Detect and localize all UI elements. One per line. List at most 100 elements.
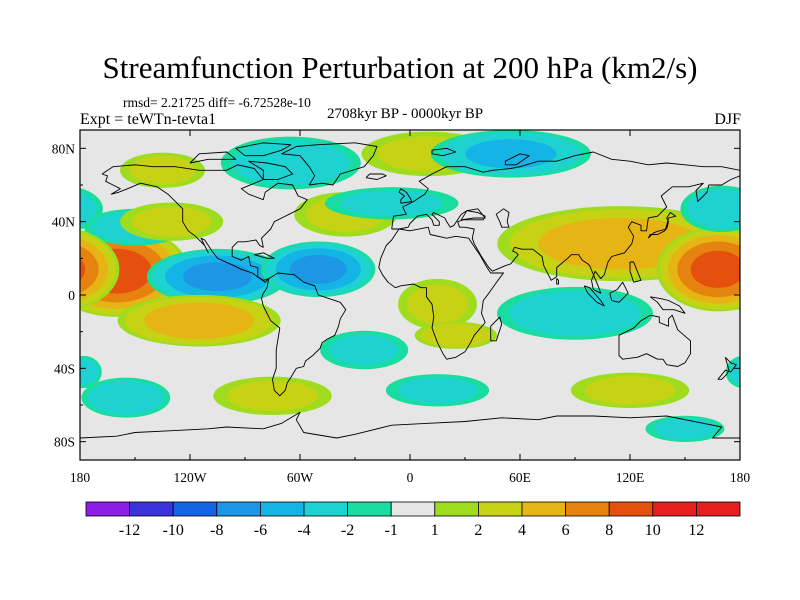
contour-band: [690, 250, 740, 288]
contour-band: [509, 290, 641, 336]
experiment-label: Expt = teWTn-tevta1: [80, 111, 217, 128]
coastline-path: [254, 252, 275, 259]
coastlines: [80, 142, 740, 439]
colorbar-label: -2: [341, 522, 354, 539]
colorbar-label: 1: [431, 522, 439, 539]
coastline-path: [248, 160, 294, 180]
anomaly-negative: [385, 374, 490, 407]
anomaly-negative: [80, 355, 740, 389]
coastline-path: [235, 142, 292, 157]
chart-title: Streamfunction Perturbation at 200 hPa (…: [102, 50, 698, 85]
coastline-path: [647, 212, 677, 239]
contour-band: [87, 380, 164, 415]
y-tick-label: 0: [68, 288, 75, 303]
contour-field: [80, 130, 740, 442]
coastline-path: [460, 208, 486, 221]
colorbar-swatch: [129, 501, 174, 517]
anomaly-positive: [398, 278, 477, 330]
anomaly-positive: [80, 227, 740, 312]
anomaly-negative: [496, 286, 654, 340]
coastline-path: [717, 356, 737, 380]
coastline-path: [378, 226, 504, 360]
coastline-path: [583, 285, 605, 307]
coastline-path: [398, 188, 413, 204]
anomaly-negative: [220, 136, 361, 190]
colorbar-swatch: [85, 501, 130, 517]
colorbar-label: 10: [645, 522, 661, 539]
colorbar-label: -10: [163, 522, 184, 539]
anomaly-positive: [120, 152, 205, 189]
anomaly-negative: [324, 187, 459, 220]
colorbar-label: -12: [119, 522, 140, 539]
season-label: DJF: [714, 111, 741, 128]
coastline-path: [391, 151, 740, 294]
y-tick-label: 40N: [52, 215, 76, 230]
contour-band: [340, 190, 443, 217]
coastline-path: [281, 142, 378, 186]
colorbar-swatch: [608, 501, 654, 517]
anomaly-positive: [570, 372, 690, 409]
contour-band: [129, 156, 196, 185]
contour-band: [80, 258, 86, 281]
contour-band: [227, 380, 318, 412]
x-axis-ticks: 180 120W 60W 0 60E 120E 180: [70, 130, 751, 485]
coastline-path: [556, 278, 559, 285]
colorbar-swatch: [259, 501, 305, 517]
period-label: 2708kyr BP - 0000kyr BP: [326, 106, 484, 122]
contour-band: [231, 140, 350, 186]
colorbar-swatch: [434, 501, 479, 517]
coastline-path: [101, 164, 308, 283]
anomaly-positive: [117, 294, 281, 347]
x-tick-label: 60E: [509, 470, 531, 485]
coastline-path: [618, 314, 691, 367]
y-axis-ticks: 80N 40N 0 40S 80S: [52, 141, 740, 450]
coastline-path: [431, 147, 457, 157]
contour-band: [654, 418, 716, 440]
x-tick-label: 60W: [287, 470, 314, 485]
contour-band: [131, 206, 212, 237]
contour-band: [80, 245, 99, 293]
colorbar-swatch: [652, 501, 697, 517]
colorbar-swatch: [303, 501, 348, 517]
colorbar: -12 -10 -8 -6 -4 -2 -1 1 2 4 6 8 10 12: [85, 501, 741, 539]
anomaly-negative: [645, 415, 725, 442]
colorbar-label: 4: [518, 522, 526, 539]
coastline-path: [189, 151, 237, 164]
contour-band: [330, 334, 399, 366]
colorbar-swatch: [521, 501, 566, 517]
rmsd-diff-stats: rmsd= 2.21725 diff= -6.72528e-10: [123, 95, 311, 110]
colorbar-swatch: [347, 501, 392, 517]
colorbar-swatch: [565, 501, 610, 517]
colorbar-label: 6: [562, 522, 570, 539]
x-tick-label: 0: [407, 470, 414, 485]
y-tick-label: 40S: [54, 361, 75, 376]
contour-band: [80, 359, 99, 385]
coastline-path: [495, 208, 510, 228]
colorbar-label: 2: [474, 522, 482, 539]
x-tick-label: 180: [730, 470, 751, 485]
anomaly-negative: [430, 130, 591, 178]
colorbar-swatch: [390, 501, 436, 517]
anomaly-negative: [261, 241, 376, 298]
contour-band: [183, 262, 252, 292]
colorbar-swatch: [216, 501, 261, 517]
contour-band: [144, 302, 255, 339]
coastline-path: [365, 173, 387, 180]
y-tick-label: 80N: [52, 141, 76, 156]
colorbar-swatch: [172, 501, 218, 517]
contour-band: [728, 359, 740, 385]
contour-band: [406, 284, 469, 324]
colorbar-label: -1: [385, 522, 398, 539]
contour-band: [465, 139, 557, 169]
coastline-path: [629, 261, 642, 283]
colorbar-label: 8: [605, 522, 613, 539]
coastline-path: [609, 281, 629, 303]
coastline-path: [490, 316, 503, 342]
contour-band: [584, 376, 676, 405]
coastline-path: [261, 272, 347, 397]
contour-band: [420, 323, 492, 348]
anomaly-negative: [81, 377, 171, 418]
anomaly-positive: [120, 202, 224, 241]
y-tick-label: 80S: [54, 435, 75, 450]
